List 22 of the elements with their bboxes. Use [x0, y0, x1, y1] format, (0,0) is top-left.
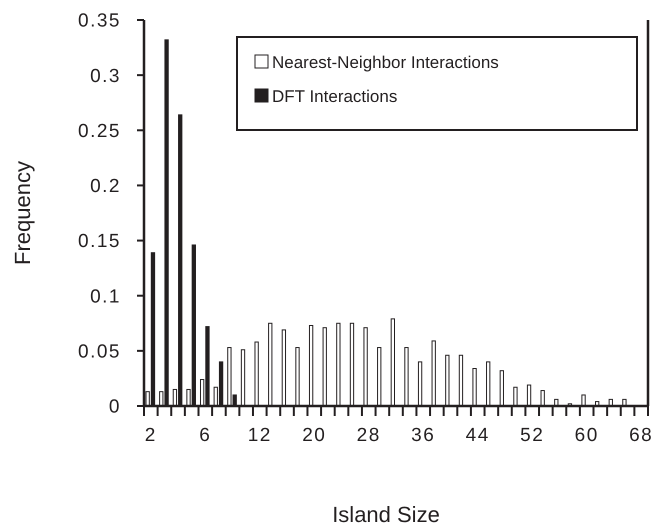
y-tick-label: 0.25	[78, 120, 121, 142]
y-tick-label: 0	[108, 396, 121, 418]
x-tick-label: 20	[302, 425, 326, 446]
y-tick-label: 0.15	[78, 231, 121, 252]
legend-label: Nearest-Neighbor Interactions	[272, 52, 499, 72]
y-tick-label: 0.3	[90, 66, 121, 87]
x-tick-label: 6	[199, 425, 212, 446]
y-axis-title: Frequency	[10, 161, 35, 265]
y-tick-label: 0.35	[78, 10, 121, 32]
y-tick-label: 0.2	[90, 176, 121, 198]
x-tick-label: 28	[356, 425, 381, 446]
x-axis-title: Island Size	[332, 502, 440, 527]
x-tick-label: 2	[144, 425, 157, 446]
x-tick-label: 60	[574, 425, 599, 446]
y-tick-label: 0.1	[90, 286, 121, 308]
x-tick-label: 36	[411, 425, 436, 446]
x-tick-label: 44	[466, 425, 490, 446]
x-tick-label: 12	[248, 425, 272, 446]
legend-label: DFT Interactions	[272, 86, 398, 106]
x-tick-label: 68	[629, 425, 654, 446]
x-tick-label: 52	[520, 425, 544, 446]
y-tick-label: 0.05	[78, 342, 121, 363]
